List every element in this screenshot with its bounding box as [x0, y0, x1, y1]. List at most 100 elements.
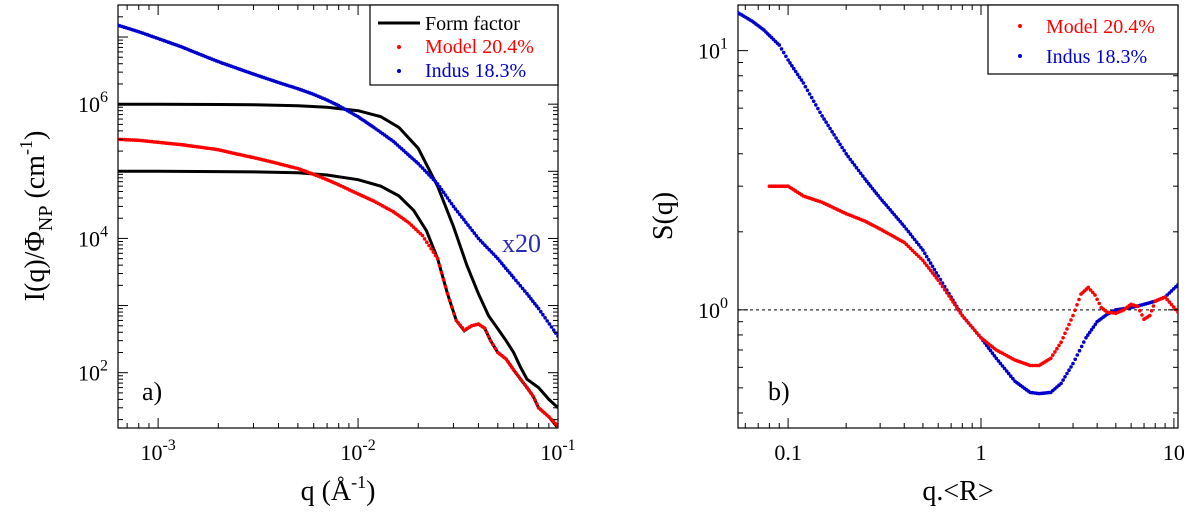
data-point — [1165, 297, 1169, 302]
data-point — [445, 291, 450, 296]
data-point — [501, 264, 506, 268]
data-point — [493, 346, 498, 351]
data-point — [811, 99, 816, 104]
data-point — [919, 245, 923, 250]
data-point — [992, 354, 997, 358]
data-point — [525, 291, 529, 296]
data-point — [930, 264, 935, 269]
data-point — [420, 166, 425, 170]
legend-a-form-factor: Form factor — [425, 13, 520, 35]
data-point — [924, 263, 929, 268]
data-point — [437, 184, 442, 189]
data-point — [1067, 368, 1071, 373]
plot-b-y-axis-label: S(q) — [648, 192, 679, 240]
data-point — [799, 78, 804, 82]
data-point — [474, 234, 479, 238]
data-point — [968, 323, 973, 328]
data-point — [908, 232, 913, 236]
data-point — [464, 220, 468, 225]
data-point — [518, 283, 523, 288]
data-point — [443, 193, 448, 197]
data-point — [934, 271, 939, 275]
data-point — [1073, 308, 1077, 313]
data-point — [1063, 375, 1067, 379]
data-point — [500, 261, 504, 266]
data-point — [874, 191, 879, 195]
series-b-model-20-4 — [767, 184, 1178, 368]
data-point — [451, 204, 456, 209]
x-tick-label: 10-3 — [140, 437, 175, 465]
data-point — [429, 247, 433, 251]
data-point — [1089, 327, 1094, 332]
data-point — [553, 422, 558, 426]
data-point — [1138, 308, 1142, 313]
data-point — [503, 266, 508, 271]
plot-b-panel-label: b) — [768, 377, 790, 406]
data-point — [1073, 357, 1077, 362]
data-point — [1075, 303, 1079, 307]
data-point — [803, 84, 808, 89]
data-point — [1077, 297, 1081, 302]
data-point — [888, 208, 892, 212]
data-point — [511, 275, 516, 280]
y-tick-label: 102 — [78, 358, 108, 386]
data-point — [435, 256, 440, 261]
data-point — [863, 177, 867, 181]
data-point — [1051, 353, 1055, 357]
data-point — [418, 164, 423, 168]
data-point — [523, 383, 527, 387]
data-point — [514, 278, 518, 283]
data-point — [527, 388, 531, 393]
data-point — [422, 237, 427, 241]
data-point — [510, 365, 514, 370]
data-point — [1163, 295, 1167, 299]
data-point — [1169, 302, 1174, 307]
data-point — [1167, 300, 1172, 304]
data-point — [431, 250, 436, 254]
plot-a-annotation: x20 — [502, 229, 541, 258]
plot-a-x-axis-label: q (Å-1) — [301, 472, 376, 507]
data-point — [926, 266, 931, 270]
data-point — [1176, 310, 1178, 314]
data-point — [1055, 346, 1059, 351]
data-point — [1065, 327, 1069, 331]
data-point — [1079, 344, 1084, 349]
data-point — [1086, 333, 1090, 337]
data-point — [472, 231, 477, 235]
series-a-model-20-4 — [118, 137, 558, 428]
x-tick-label: 10-1 — [540, 437, 575, 465]
data-point — [1148, 313, 1152, 318]
data-point — [858, 171, 863, 176]
data-point — [437, 263, 442, 268]
data-point — [454, 318, 459, 323]
data-point — [934, 276, 939, 280]
data-point — [1053, 350, 1057, 354]
data-point — [790, 64, 794, 68]
series-a-form-factor-1 — [118, 169, 558, 428]
data-point — [861, 174, 865, 178]
data-point — [1093, 293, 1097, 297]
data-point — [551, 419, 556, 424]
data-point — [447, 298, 452, 303]
plot-b-frame — [737, 4, 1179, 429]
data-point — [834, 136, 838, 140]
data-point — [427, 173, 431, 177]
data-point — [435, 182, 440, 186]
data-point — [525, 385, 529, 390]
data-point — [1176, 282, 1178, 287]
data-point — [856, 168, 861, 173]
data-point — [549, 325, 554, 329]
data-point — [844, 152, 848, 156]
data-point — [1095, 297, 1099, 302]
data-point — [910, 235, 915, 239]
data-point — [914, 240, 919, 244]
y-tick-label: 106 — [78, 89, 108, 117]
data-point — [455, 209, 460, 214]
data-point — [433, 253, 438, 258]
data-point — [425, 170, 429, 175]
data-point — [998, 361, 1003, 366]
data-point — [973, 328, 977, 333]
data-point — [1091, 325, 1096, 329]
data-point — [932, 273, 937, 278]
legend-a-model: Model 20.4% — [425, 36, 534, 58]
